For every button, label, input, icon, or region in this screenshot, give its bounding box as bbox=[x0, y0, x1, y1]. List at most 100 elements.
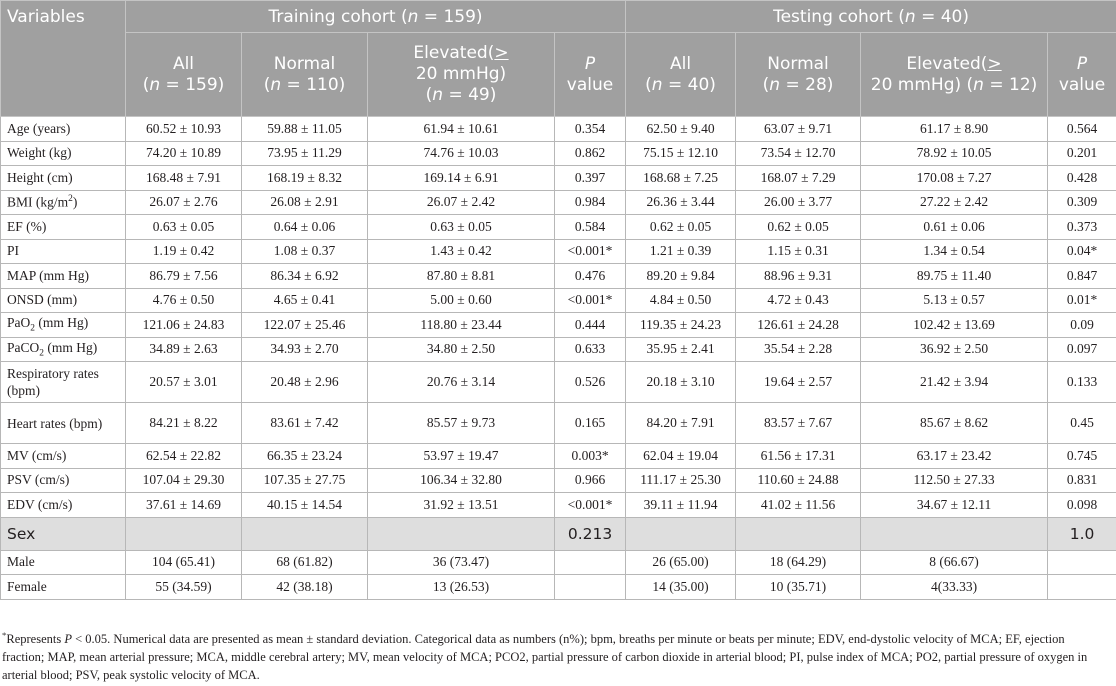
row-label: PI bbox=[0, 238, 126, 264]
table-cell bbox=[553, 549, 627, 575]
table-cell: 10 (35.71) bbox=[735, 574, 862, 600]
table-cell: 83.61 ± 7.42 bbox=[241, 402, 368, 444]
table-cell: 14 (35.00) bbox=[625, 574, 737, 600]
table-row: EDV (cm/s) 37.61 ± 14.69 40.15 ± 14.54 31.9… bbox=[0, 492, 1116, 518]
table-cell: 18 (64.29) bbox=[735, 549, 862, 575]
table-cell: 0.003* bbox=[553, 443, 627, 469]
table-cell: 73.95 ± 11.29 bbox=[241, 140, 368, 166]
table-cell: 0.847 bbox=[1047, 263, 1116, 289]
table-cell: 78.92 ± 10.05 bbox=[860, 140, 1049, 166]
table-cell: 0.745 bbox=[1047, 443, 1116, 469]
table-cell: 0.564 bbox=[1047, 116, 1116, 142]
table-cell: 1.43 ± 0.42 bbox=[367, 238, 555, 264]
table-cell: 36.92 ± 2.50 bbox=[860, 336, 1049, 362]
table-cell: 84.20 ± 7.91 bbox=[625, 402, 737, 444]
table-cell: 89.75 ± 11.40 bbox=[860, 263, 1049, 289]
row-label: MAP (mm Hg) bbox=[0, 263, 126, 289]
table-cell: 0.428 bbox=[1047, 165, 1116, 191]
table-cell: 62.04 ± 19.04 bbox=[625, 443, 737, 469]
table-cell: 169.14 ± 6.91 bbox=[367, 165, 555, 191]
table-row: Age (years) 60.52 ± 10.93 59.88 ± 11.05 61.… bbox=[0, 116, 1116, 142]
testing-sex-p-value: 1.0 bbox=[1047, 516, 1116, 551]
table-cell: 53.97 ± 19.47 bbox=[367, 443, 555, 469]
table-cell: 34.93 ± 2.70 bbox=[241, 336, 368, 362]
training-cohort-header: Training cohort (n = 159) bbox=[124, 0, 627, 33]
table-cell: 19.64 ± 2.57 bbox=[735, 361, 862, 403]
baseline-characteristics-table: Variables Training cohort (n = 159) Test… bbox=[0, 0, 1116, 600]
table-cell: 107.35 ± 27.75 bbox=[241, 467, 368, 493]
table-cell: 85.67 ± 8.62 bbox=[860, 402, 1049, 444]
table-cell: 0.309 bbox=[1047, 189, 1116, 215]
table-row: Respiratory rates (bpm) 20.57 ± 3.01 20.48… bbox=[0, 361, 1116, 403]
table-cell: 0.984 bbox=[553, 189, 627, 215]
row-label: Respiratory rates (bpm) bbox=[0, 361, 126, 403]
table-cell: 13 (26.53) bbox=[367, 574, 555, 600]
table-footnote: *Represents P < 0.05. Numerical data are… bbox=[2, 630, 1088, 683]
table-cell bbox=[1047, 574, 1116, 600]
testing-elevated-header: Elevated(> 20 mmHg) (n = 12) bbox=[860, 32, 1049, 117]
table-cell: 20.18 ± 3.10 bbox=[625, 361, 737, 403]
training-elevated-header: Elevated(> 20 mmHg) (n = 49) bbox=[367, 32, 555, 117]
table-cell: 1.08 ± 0.37 bbox=[241, 238, 368, 264]
table-cell: 1.34 ± 0.54 bbox=[860, 238, 1049, 264]
table-cell: 168.07 ± 7.29 bbox=[735, 165, 862, 191]
training-all-header: All (n = 159) bbox=[125, 32, 242, 117]
table-cell: 74.20 ± 10.89 bbox=[125, 140, 242, 166]
table-cell: 26 (65.00) bbox=[625, 549, 737, 575]
table-cell: 59.88 ± 11.05 bbox=[241, 116, 368, 142]
table-row: PaCO2 (mm Hg) 34.89 ± 2.63 34.93 ± 2.70 34.… bbox=[0, 336, 1116, 362]
table-row: Male 104 (65.41) 68 (61.82) 36 (73.47) 26 (6… bbox=[0, 549, 1116, 575]
table-cell: 0.64 ± 0.06 bbox=[241, 214, 368, 240]
table-cell: 121.06 ± 24.83 bbox=[125, 312, 242, 338]
table-cell: 0.354 bbox=[553, 116, 627, 142]
variables-header: Variables bbox=[0, 0, 126, 117]
table-cell: 102.42 ± 13.69 bbox=[860, 312, 1049, 338]
table-cell: 89.20 ± 9.84 bbox=[625, 263, 737, 289]
table-cell: 4.65 ± 0.41 bbox=[241, 287, 368, 313]
table-cell: 21.42 ± 3.94 bbox=[860, 361, 1049, 403]
table-cell: 60.52 ± 10.93 bbox=[125, 116, 242, 142]
table-cell: 0.373 bbox=[1047, 214, 1116, 240]
table-cell: <0.001* bbox=[553, 238, 627, 264]
table-row: PSV (cm/s) 107.04 ± 29.30 107.35 ± 27.75 10… bbox=[0, 467, 1116, 493]
table-cell: 110.60 ± 24.88 bbox=[735, 467, 862, 493]
table-cell: 66.35 ± 23.24 bbox=[241, 443, 368, 469]
header-row-groups: Variables Training cohort (n = 159) Test… bbox=[0, 0, 1116, 117]
row-label: EF (%) bbox=[0, 214, 126, 240]
table-cell: 122.07 ± 25.46 bbox=[241, 312, 368, 338]
testing-normal-header: Normal (n = 28) bbox=[735, 32, 862, 117]
table-cell: 4(33.33) bbox=[860, 574, 1049, 600]
table-cell: 168.19 ± 8.32 bbox=[241, 165, 368, 191]
table-cell: 63.07 ± 9.71 bbox=[735, 116, 862, 142]
table-cell: 0.165 bbox=[553, 402, 627, 444]
table-cell: 0.01* bbox=[1047, 287, 1116, 313]
training-normal-header: Normal (n = 110) bbox=[241, 32, 368, 117]
table-cell: 68 (61.82) bbox=[241, 549, 368, 575]
table-cell: 39.11 ± 11.94 bbox=[625, 492, 737, 518]
table-cell: 1.19 ± 0.42 bbox=[125, 238, 242, 264]
table-cell: 20.76 ± 3.14 bbox=[367, 361, 555, 403]
testing-all-header: All (n = 40) bbox=[625, 32, 737, 117]
table-cell: 0.633 bbox=[553, 336, 627, 362]
table-cell: 0.45 bbox=[1047, 402, 1116, 444]
table-cell: 1.21 ± 0.39 bbox=[625, 238, 737, 264]
table-cell: 0.966 bbox=[553, 467, 627, 493]
row-label: EDV (cm/s) bbox=[0, 492, 126, 518]
row-label: ONSD (mm) bbox=[0, 287, 126, 313]
table-cell: 84.21 ± 8.22 bbox=[125, 402, 242, 444]
table-cell: 168.68 ± 7.25 bbox=[625, 165, 737, 191]
empty-cell bbox=[625, 516, 737, 551]
table-cell: 26.36 ± 3.44 bbox=[625, 189, 737, 215]
table-cell: 111.17 ± 25.30 bbox=[625, 467, 737, 493]
table-cell: 4.72 ± 0.43 bbox=[735, 287, 862, 313]
table-cell: 27.22 ± 2.42 bbox=[860, 189, 1049, 215]
table-cell: 83.57 ± 7.67 bbox=[735, 402, 862, 444]
table-cell: 0.584 bbox=[553, 214, 627, 240]
empty-cell bbox=[125, 516, 242, 551]
table-cell bbox=[1047, 549, 1116, 575]
table-cell: 0.526 bbox=[553, 361, 627, 403]
table-cell: 8 (66.67) bbox=[860, 549, 1049, 575]
table-cell: 0.397 bbox=[553, 165, 627, 191]
table-row: PaO2 (mm Hg) 121.06 ± 24.83 122.07 ± 25.46… bbox=[0, 312, 1116, 338]
